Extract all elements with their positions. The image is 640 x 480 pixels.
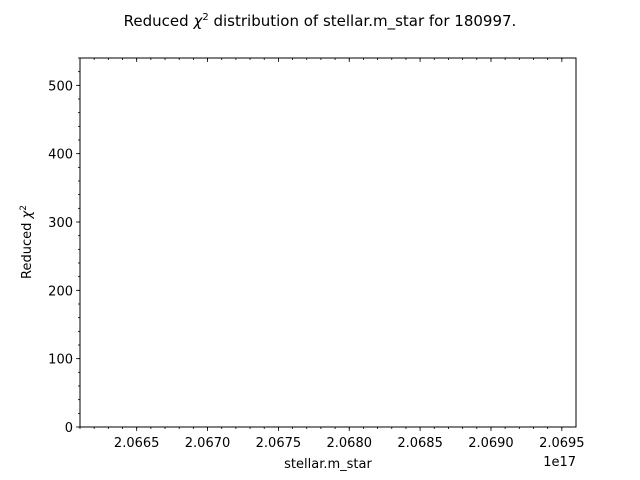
y-tick-label: 500: [48, 79, 73, 94]
plot-area-frame: [79, 57, 577, 428]
x-tick-label: 2.0680: [327, 436, 373, 451]
x-tick-label: 2.0665: [114, 436, 160, 451]
y-axis-label: Reduced χ2: [19, 205, 35, 279]
y-tick-label: 100: [48, 353, 73, 368]
x-tick-label: 2.0695: [539, 436, 585, 451]
x-tick-label: 2.0675: [256, 436, 302, 451]
x-axis-label: stellar.m_star: [284, 457, 372, 472]
chart-title: Reduced χ2 distribution of stellar.m_sta…: [124, 12, 517, 31]
x-offset-label: 1e17: [543, 455, 576, 470]
x-tick-label: 2.0670: [185, 436, 231, 451]
x-tick-label: 2.0690: [468, 436, 514, 451]
tick-labels: 2.0665 2.0670 2.0675 2.0680 2.0685 2.0690 2.06…: [48, 79, 584, 451]
y-tick-label: 200: [48, 284, 73, 299]
y-tick-label: 400: [48, 148, 73, 163]
minor-ticks: [78, 57, 563, 429]
x-tick-label: 2.0685: [397, 436, 443, 451]
y-tick-label: 300: [48, 216, 73, 231]
y-tick-label: 0: [65, 421, 73, 436]
major-ticks: [76, 58, 563, 431]
